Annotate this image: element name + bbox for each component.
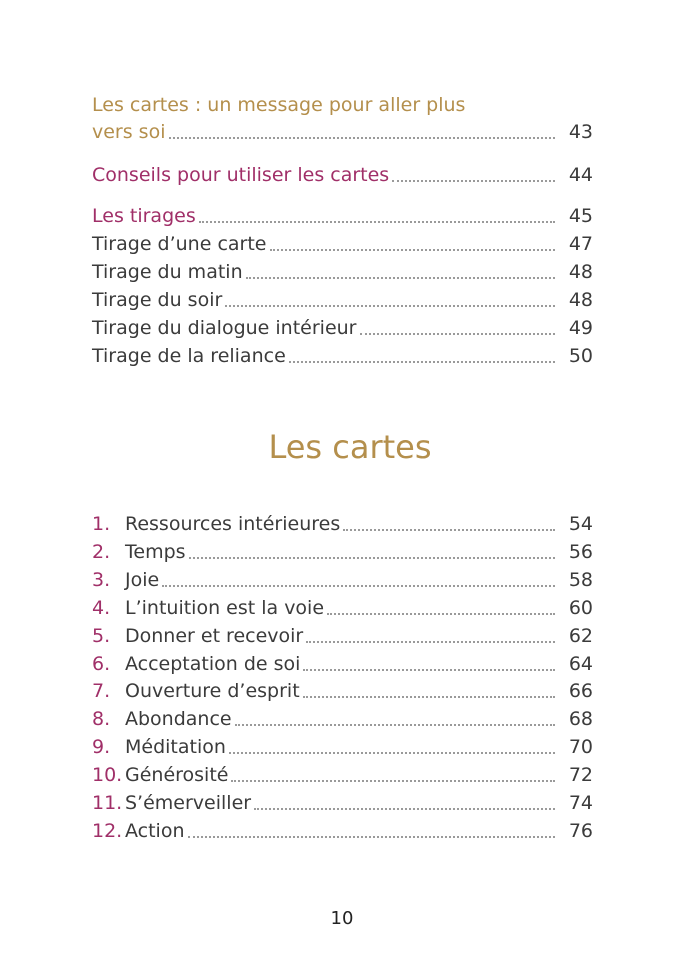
toc-page: 72: [568, 764, 593, 787]
toc-title: Tirage de la reliance: [92, 345, 286, 367]
toc-entry: 2. Temps 56: [92, 538, 593, 566]
toc-title: vers soi: [92, 121, 166, 143]
leader: [228, 752, 555, 755]
toc-entry: Conseils pour utiliser les cartes 44: [92, 161, 593, 189]
toc-title: Acceptation de soi: [125, 652, 301, 675]
leader: [225, 305, 555, 307]
card-number: 2.: [92, 540, 111, 563]
card-number: 8.: [92, 708, 111, 731]
toc-entry: 5. Donner et recevoir 62: [92, 622, 593, 650]
toc-title: Conseils pour utiliser les cartes: [92, 164, 390, 186]
toc-entry: 9. Méditation 70: [92, 733, 593, 761]
leader: [288, 361, 555, 363]
toc-page: 58: [568, 568, 593, 591]
card-number: 9.: [92, 736, 111, 759]
toc-page: 48: [568, 261, 593, 283]
toc-entry: Tirage d’une carte 47: [92, 230, 593, 258]
card-number: 12.: [92, 819, 123, 842]
toc-page: 68: [568, 708, 593, 731]
toc-entry: 8. Abondance 68: [92, 705, 593, 733]
leader: [231, 780, 555, 783]
toc-page: 70: [568, 736, 593, 759]
toc-page: 48: [568, 289, 593, 311]
toc-title: Action: [125, 819, 185, 842]
toc-page: 44: [568, 164, 593, 186]
toc-entry: Tirage de la reliance 50: [92, 342, 593, 370]
leader: [306, 640, 555, 643]
section-heading: Les cartes: [268, 428, 432, 466]
page-number: 10: [330, 908, 354, 929]
toc-page: 74: [568, 792, 593, 814]
toc-title: Méditation: [125, 736, 226, 759]
leader: [392, 180, 555, 182]
leader: [187, 835, 555, 838]
toc-title: Temps: [125, 540, 186, 563]
leader: [234, 724, 555, 727]
toc-title: L’intuition est la voie: [125, 596, 325, 619]
toc-entry: 4. L’intuition est la voie 60: [92, 594, 593, 622]
card-number: 3.: [92, 568, 111, 591]
leader: [303, 668, 555, 671]
toc-page: 45: [568, 205, 593, 227]
card-number: 11.: [92, 792, 123, 814]
toc-entry: 10. Générosité 72: [92, 761, 593, 789]
toc-entry: Les tirages 45: [92, 202, 593, 230]
leader: [359, 333, 555, 335]
toc-page: 49: [568, 317, 593, 339]
leader: [168, 137, 555, 139]
toc-entry: Tirage du matin 48: [92, 258, 593, 286]
toc-title: Ouverture d’esprit: [125, 680, 300, 703]
leader: [343, 529, 555, 531]
toc-entry: Tirage du dialogue intérieur 49: [92, 314, 593, 342]
leader: [254, 808, 555, 810]
toc-page: 43: [568, 121, 593, 143]
toc-page: 62: [568, 624, 593, 647]
leader: [327, 612, 555, 615]
toc-page: 76: [568, 819, 593, 842]
toc-title: Tirage du dialogue intérieur: [92, 317, 357, 339]
leader: [188, 556, 555, 559]
toc-title: Ressources intérieures: [125, 513, 341, 535]
toc-title: Tirage d’une carte: [92, 233, 267, 255]
toc-entry: 11. S’émerveiller 74: [92, 789, 593, 817]
toc-page: 66: [568, 680, 593, 703]
toc-entry: 1. Ressources intérieures 54: [92, 510, 593, 538]
toc-page: 64: [568, 652, 593, 675]
toc-page: 50: [568, 345, 593, 367]
toc-page: 47: [568, 233, 593, 255]
toc-title: Tirage du soir: [92, 289, 223, 311]
toc-entry: vers soi 43: [92, 118, 593, 146]
card-number: 4.: [92, 596, 111, 619]
card-number: 5.: [92, 624, 111, 647]
leader: [302, 696, 555, 699]
toc-entry: 7. Ouverture d’esprit 66: [92, 677, 593, 705]
leader: [245, 277, 555, 279]
toc-title: Abondance: [125, 708, 232, 731]
toc-title: Joie: [125, 568, 160, 591]
toc-title: Générosité: [125, 764, 229, 787]
toc-title-line: Les cartes : un message pour aller plus: [92, 94, 466, 116]
toc-title: S’émerveiller: [125, 792, 252, 814]
toc-entry: Tirage du soir 48: [92, 286, 593, 314]
card-number: 7.: [92, 680, 111, 703]
card-number: 1.: [92, 513, 111, 535]
leader: [269, 249, 555, 251]
leader: [198, 221, 555, 223]
toc-page: 56: [568, 540, 593, 563]
leader: [162, 584, 555, 587]
toc-entry: 6. Acceptation de soi 64: [92, 650, 593, 678]
toc-title: Les tirages: [92, 205, 196, 227]
card-number: 6.: [92, 652, 111, 675]
toc-title: Tirage du matin: [92, 261, 243, 283]
toc-entry: 12. Action 76: [92, 817, 593, 845]
toc-entry: 3. Joie 58: [92, 566, 593, 594]
card-number: 10.: [92, 764, 123, 787]
toc-title: Donner et recevoir: [125, 624, 304, 647]
toc-page: 54: [568, 513, 593, 535]
toc-page: 60: [568, 596, 593, 619]
